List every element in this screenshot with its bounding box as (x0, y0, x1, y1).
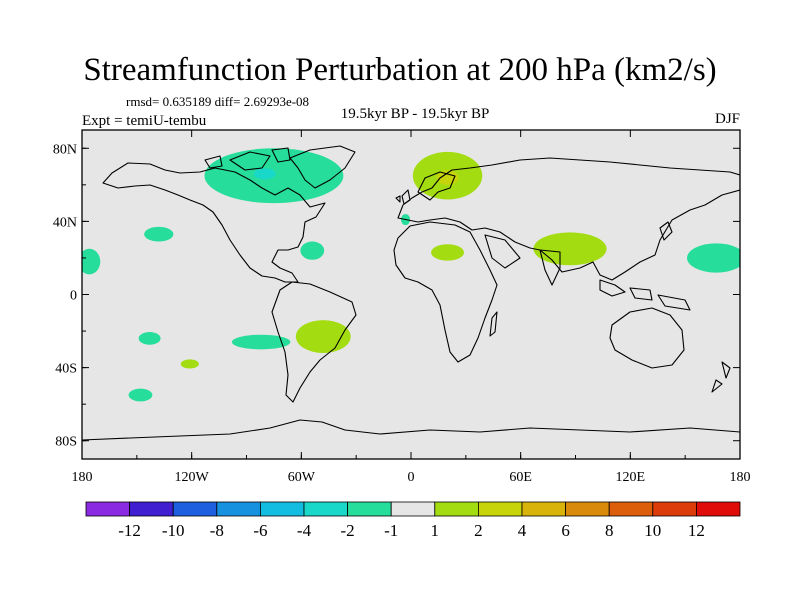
coastline-greenland (289, 145, 356, 189)
coastline-eurasia (397, 157, 740, 281)
colorbar-label: 10 (644, 521, 661, 540)
anomaly-date-line-east-neg (82, 248, 101, 275)
colorbar-label: -1 (384, 521, 398, 540)
colorbar-label: -6 (253, 521, 267, 540)
colorbar-label: -10 (162, 521, 185, 540)
anomaly-asia-positive (533, 232, 607, 266)
anomaly-west-atlantic-neg (300, 241, 325, 260)
colorbar-label: 2 (474, 521, 483, 540)
coastline-british-isles (395, 189, 411, 205)
experiment-label: Expt = temiU-tembu (82, 113, 207, 129)
colorbar-label: -4 (297, 521, 312, 540)
colorbar-swatch (608, 501, 654, 517)
anomaly-layer (82, 148, 740, 402)
y-tick-label: 40N (53, 215, 77, 230)
y-tick-label: 40S (55, 362, 77, 377)
coastline-new-zealand (711, 361, 731, 393)
coastline-north-america (102, 162, 326, 283)
coastline-scandinavia (417, 171, 456, 201)
anomaly-southern-ocean-neg (128, 388, 153, 402)
coastline-japan (659, 221, 673, 241)
colorbar-label: -12 (118, 521, 141, 540)
coastline-antarctica (82, 419, 740, 441)
colorbar-swatch (434, 501, 479, 517)
colorbar-swatch (565, 501, 610, 517)
coastline-maritime-continent (599, 279, 691, 311)
axis-ticks: 80N 40N 0 40S 80S 180 120W 60W 0 60E 120E 180 (53, 130, 751, 485)
colorbar-swatch (477, 501, 523, 517)
colorbar-swatch (303, 501, 348, 517)
plot-title: Streamfunction Perturbation at 200 hPa (… (83, 52, 717, 88)
colorbar-label: 8 (605, 521, 614, 540)
coastline-arctic-islands (204, 147, 291, 171)
colorbar-swatch (390, 501, 436, 517)
colorbar-swatch (652, 501, 697, 517)
x-tick-label: 120E (616, 470, 646, 485)
x-tick-label: 60W (288, 470, 316, 485)
period-label: 19.5kyr BP - 19.5kyr BP (340, 106, 490, 122)
x-tick-label: 60E (509, 470, 532, 485)
map-background (82, 130, 740, 459)
coastline-australia (609, 307, 685, 369)
anomaly-west-pacific-neg (687, 243, 740, 273)
colorbar: -12 -10 -8 -6 -4 -2 -1 1 2 4 6 8 10 12 (85, 501, 741, 540)
coastline-india (539, 249, 561, 286)
colorbar-label: -2 (341, 521, 355, 540)
colorbar-swatch (521, 501, 566, 517)
coastline-madagascar (489, 311, 498, 337)
y-tick-label: 80S (55, 435, 77, 450)
season-label: DJF (714, 111, 740, 127)
coastline-arabia (484, 234, 521, 269)
colorbar-label: 1 (431, 521, 440, 540)
colorbar-swatch (129, 501, 174, 517)
colorbar-label: 4 (518, 521, 527, 540)
colorbar-swatch (172, 501, 218, 517)
colorbar-label: -8 (210, 521, 224, 540)
anomaly-south-america-neg (231, 334, 291, 350)
anomaly-hudson-bay-core (253, 168, 276, 180)
y-tick-label: 0 (70, 289, 77, 304)
coastlines (82, 145, 740, 441)
anomaly-north-pacific-neg (144, 226, 174, 242)
y-tick-label: 80N (53, 142, 77, 157)
colorbar-swatch (216, 501, 261, 517)
x-tick-label: 180 (730, 470, 751, 485)
x-tick-label: 0 (408, 470, 415, 485)
anomaly-southeast-pacific-pos (180, 359, 199, 369)
stats-text: rmsd= 0.635189 diff= 2.69293e-08 (126, 94, 310, 109)
x-tick-label: 180 (72, 470, 93, 485)
colorbar-swatch (347, 501, 392, 517)
anomaly-south-pacific-neg (138, 331, 161, 345)
colorbar-label: 12 (688, 521, 705, 540)
colorbar-swatch (696, 501, 741, 517)
coastline-africa (393, 221, 498, 363)
colorbar-label: 6 (561, 521, 570, 540)
x-tick-label: 120W (175, 470, 210, 485)
colorbar-swatch (85, 501, 130, 517)
coastline-south-america (271, 281, 357, 403)
anomaly-sahara-positive (431, 244, 465, 261)
colorbar-swatch (259, 501, 305, 517)
anomaly-south-atlantic-pos (295, 320, 351, 353)
